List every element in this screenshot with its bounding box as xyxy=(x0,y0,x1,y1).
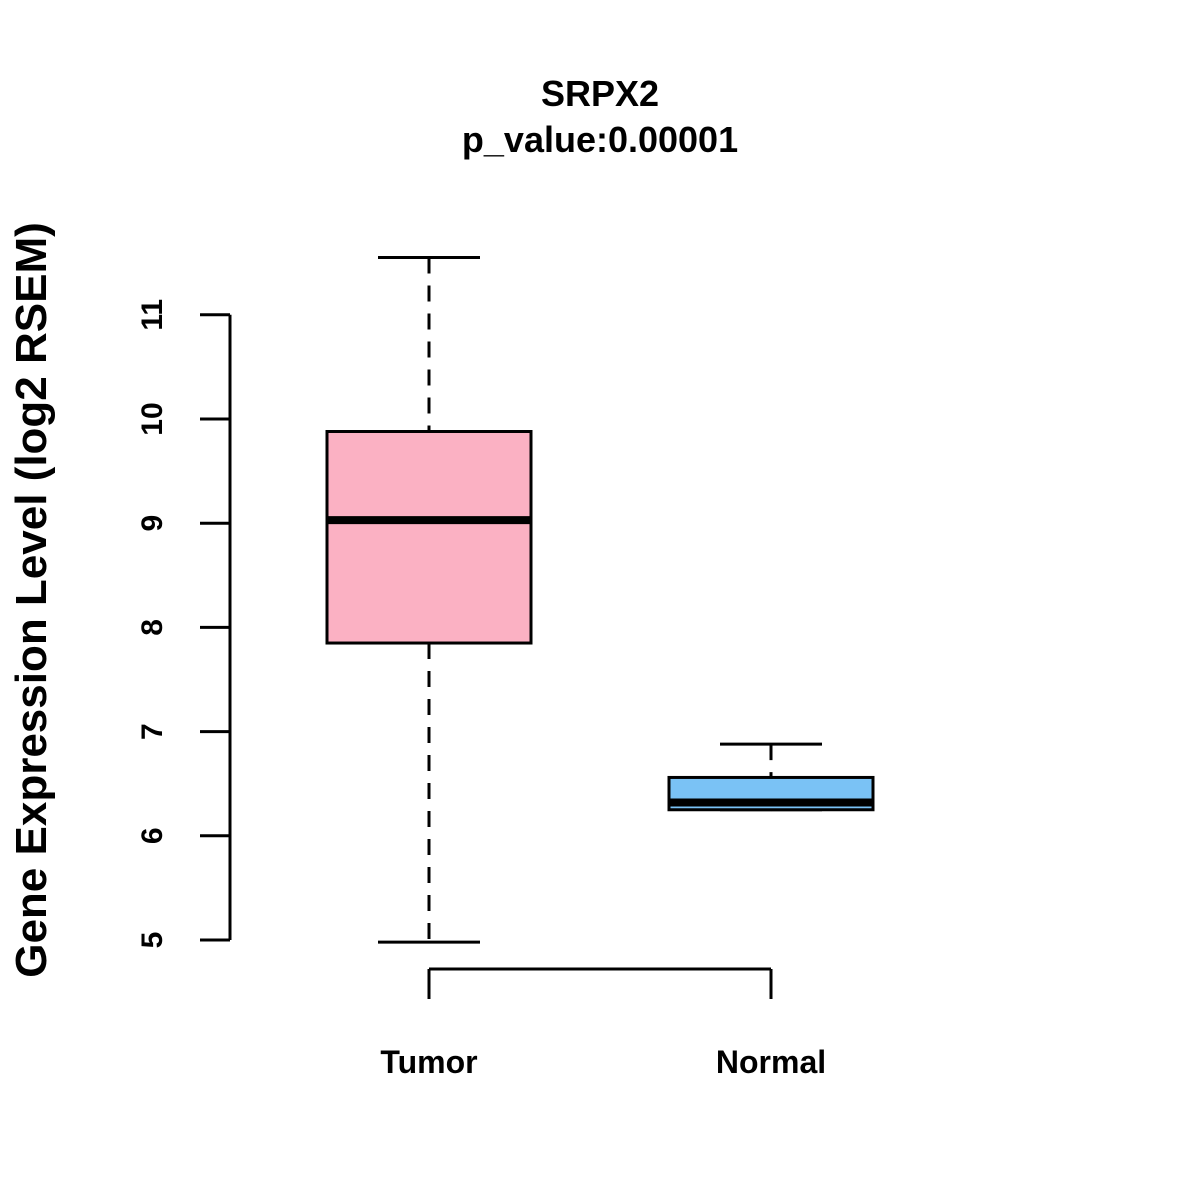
boxes xyxy=(325,255,875,944)
box-rect xyxy=(325,430,533,645)
box-tumor xyxy=(325,255,533,944)
chart-subtitle: p_value:0.00001 xyxy=(462,119,738,160)
x-tick-label: Tumor xyxy=(380,1044,477,1080)
y-tick-label: 10 xyxy=(136,402,169,435)
box-normal xyxy=(667,742,875,812)
y-tick-label: 11 xyxy=(136,299,169,331)
y-tick-label: 8 xyxy=(136,619,169,636)
x-axis: Tumor Normal xyxy=(380,967,826,1080)
y-tick-label: 5 xyxy=(136,932,169,949)
y-tick-label: 7 xyxy=(136,723,169,740)
y-axis: 5 6 7 8 9 10 11 xyxy=(136,299,232,949)
y-tick-label: 6 xyxy=(136,827,169,844)
y-axis-label: Gene Expression Level (log2 RSEM) xyxy=(7,222,56,978)
chart-title: SRPX2 xyxy=(541,73,659,114)
x-tick-label: Normal xyxy=(716,1044,826,1080)
y-tick-label: 9 xyxy=(136,515,169,532)
